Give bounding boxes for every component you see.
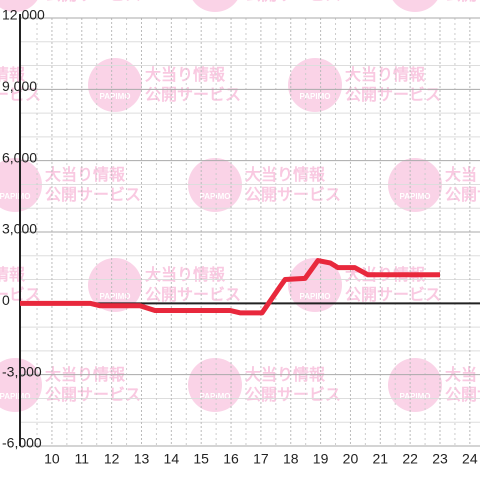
watermark-logo: PAPIMO xyxy=(0,392,30,401)
watermark-text: 公開サービス xyxy=(45,386,141,404)
x-tick-label: 12 xyxy=(104,451,120,467)
watermark-logo: PAPIMO xyxy=(300,292,331,301)
watermark-text: 公開サービス xyxy=(45,186,141,204)
x-tick-label: 19 xyxy=(313,451,329,467)
watermark-logo-circle xyxy=(0,0,38,12)
watermark-text: 大当り情報 xyxy=(345,65,426,84)
watermark-text: 公開サービス xyxy=(445,386,480,404)
watermark-text: 公開サービス xyxy=(445,186,480,204)
y-tick-label: -6,000 xyxy=(2,435,42,451)
watermark-text: 公開サービス xyxy=(45,0,141,4)
watermark-logo: PAPIMO xyxy=(100,92,131,101)
watermark-text: 公開サービス xyxy=(145,86,241,104)
y-tick-label: 0 xyxy=(2,292,10,308)
watermark-text: 大当り情報 xyxy=(45,165,126,184)
watermark-text: 公開サービス xyxy=(445,0,480,4)
watermark-logo: PAPIMO xyxy=(300,92,331,101)
x-tick-label: 24 xyxy=(462,451,478,467)
x-tick-label: 16 xyxy=(223,451,239,467)
watermark-text: 公開サービス xyxy=(345,286,441,304)
watermark-logo-circle xyxy=(192,0,238,12)
x-tick-label: 21 xyxy=(373,451,389,467)
watermark-logo: PAPIMO xyxy=(400,0,431,1)
watermark-text: 大当り情報 xyxy=(145,265,226,284)
x-tick-label: 20 xyxy=(343,451,359,467)
watermark-logo: PAPIMO xyxy=(200,192,231,201)
watermark-logo-circle xyxy=(388,358,442,412)
watermark-text: 大当り情報 xyxy=(145,65,226,84)
watermark-logo: PAPIMO xyxy=(200,392,231,401)
watermark-logo: PAPIMO xyxy=(200,0,231,1)
watermark-logo-circle xyxy=(188,158,242,212)
watermark-text: 公開サービス xyxy=(245,386,341,404)
x-tick-label: 18 xyxy=(283,451,299,467)
x-tick-label: 22 xyxy=(402,451,418,467)
watermark-logo: PAPIMO xyxy=(0,0,30,1)
watermark-logo-circle xyxy=(288,258,342,312)
watermark-logo: PAPIMO xyxy=(0,192,30,201)
watermark-logo-circle xyxy=(88,258,142,312)
watermark-text: 大当り情報 xyxy=(0,265,26,284)
watermark-logo: PAPIMO xyxy=(400,392,431,401)
x-tick-label: 11 xyxy=(75,451,90,467)
x-tick-label: 14 xyxy=(164,451,180,467)
data-line xyxy=(20,258,440,316)
watermark-logo-circle xyxy=(88,58,142,112)
x-tick-label: 10 xyxy=(44,451,60,467)
watermark-logo: PAPIMO xyxy=(400,192,431,201)
watermark-logo-circle xyxy=(188,358,242,412)
y-tick-label: -3,000 xyxy=(2,363,42,379)
x-tick-label: 23 xyxy=(432,451,448,467)
watermark-text: 公開サービス xyxy=(245,186,341,204)
watermark-logo-circle xyxy=(288,58,342,112)
watermark-text: 大当り情報 xyxy=(245,165,326,184)
watermark-text: 公開サービス xyxy=(245,0,341,4)
x-tick-label: 13 xyxy=(134,451,150,467)
x-tick-label: 17 xyxy=(253,451,269,467)
x-tick-label: 15 xyxy=(193,451,209,467)
watermark-logo-circle xyxy=(392,0,438,12)
watermark-text: 公開サービス xyxy=(145,286,241,304)
watermark-logo-circle xyxy=(388,158,442,212)
watermark-logo: PAPIMO xyxy=(100,292,131,301)
watermark-text: 公開サービス xyxy=(345,86,441,104)
y-tick-label: 12,000 xyxy=(2,7,45,23)
watermark-text: 大当り情報 xyxy=(445,165,480,184)
